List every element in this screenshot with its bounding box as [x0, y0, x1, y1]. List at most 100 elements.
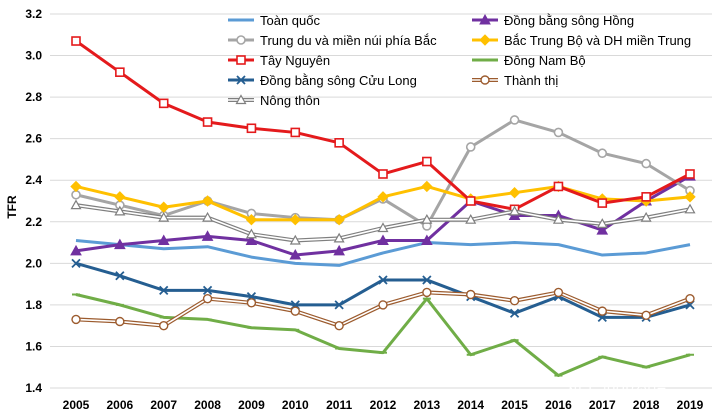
y-tick-label: 1.4	[25, 381, 42, 395]
data-point	[596, 224, 609, 235]
data-point	[71, 36, 81, 46]
data-point	[552, 213, 564, 224]
data-point	[334, 138, 344, 148]
data-point	[597, 306, 607, 316]
x-tick-label: 2018	[633, 398, 660, 412]
data-point	[333, 244, 345, 256]
data-point	[71, 258, 81, 268]
legend-entry: Đồng bằng sông Hồng	[472, 13, 634, 28]
data-point	[245, 234, 258, 245]
data-point	[422, 275, 432, 285]
y-tick-label: 2.2	[25, 215, 42, 229]
data-point	[115, 67, 125, 77]
x-tick-label: 2015	[501, 398, 528, 412]
legend-entry: Trung du và miền núi phía Bắc	[228, 33, 437, 48]
x-tick-label: 2010	[282, 398, 309, 412]
data-point	[289, 213, 301, 226]
x-tick-label: 2012	[370, 398, 397, 412]
y-tick-label: 3.2	[25, 7, 42, 21]
data-point	[641, 158, 651, 169]
grid-lines	[50, 13, 712, 389]
data-point	[508, 186, 521, 199]
y-axis-label: TFR	[5, 195, 19, 219]
legend-label: Đông Nam Bộ	[504, 53, 586, 68]
x-tick-label: 2019	[677, 398, 704, 412]
legend-label: Tây Nguyên	[260, 53, 330, 68]
series-8	[70, 199, 696, 245]
legend-label: Nông thôn	[260, 93, 320, 108]
x-tick-label: 2014	[457, 398, 484, 412]
data-point	[421, 213, 433, 224]
series-7	[71, 287, 695, 331]
data-point	[466, 289, 476, 300]
legend-label: Toàn quốc	[260, 13, 320, 28]
data-point	[479, 13, 491, 25]
data-point	[465, 142, 476, 152]
data-point	[246, 123, 257, 134]
data-point	[70, 180, 82, 193]
data-point	[159, 285, 169, 295]
data-point	[158, 211, 170, 222]
data-point	[422, 156, 432, 167]
data-point	[377, 234, 389, 245]
series-line	[75, 39, 691, 211]
data-point	[202, 293, 213, 304]
data-point	[115, 271, 125, 281]
data-point	[553, 181, 564, 192]
legend-entry: Đồng bằng sông Cửu Long	[228, 73, 417, 88]
data-point	[479, 34, 491, 46]
y-tick-label: 3.0	[25, 49, 42, 63]
data-point	[114, 205, 126, 216]
data-point	[246, 298, 257, 308]
y-tick-label: 2.6	[25, 132, 42, 146]
data-point	[377, 191, 389, 203]
data-point	[245, 213, 258, 226]
data-point	[509, 115, 520, 125]
data-point	[202, 285, 213, 295]
data-point	[422, 287, 432, 298]
data-point	[159, 320, 169, 331]
data-point	[236, 55, 246, 65]
data-point	[553, 127, 564, 138]
data-point	[114, 238, 126, 250]
x-tick-label: 2013	[414, 398, 441, 412]
data-point	[115, 316, 125, 327]
data-point	[245, 228, 257, 239]
data-point	[553, 287, 564, 298]
legend-entry: Thành thị	[472, 73, 558, 88]
series-4	[71, 36, 695, 215]
data-point	[685, 293, 695, 304]
data-point	[202, 117, 213, 127]
data-point	[289, 248, 302, 260]
y-tick-label: 1.6	[25, 339, 42, 353]
data-point	[201, 230, 214, 241]
legend-label: Thành thị	[504, 73, 558, 88]
data-point	[509, 205, 521, 216]
x-tick-label: 2009	[238, 398, 265, 412]
data-point	[378, 300, 388, 310]
data-point	[157, 234, 170, 245]
data-point	[597, 198, 608, 208]
data-point	[158, 201, 170, 213]
data-point	[480, 75, 490, 85]
legend-label: Bắc Trung Bộ và DH miền Trung	[504, 33, 691, 48]
data-point	[684, 191, 696, 203]
x-tick-label: 2017	[589, 398, 616, 412]
x-axis-ticks: 2005 2006 2007 2008 2009 2010 2011 2012 2013 2014…	[63, 398, 704, 412]
x-tick-label: 2005	[63, 398, 90, 412]
data-point	[333, 232, 345, 243]
x-tick-label: 2007	[150, 398, 177, 412]
data-point	[597, 148, 608, 159]
legend: Toàn quốc Đồng bằng sông Hồng Trung du và …	[228, 13, 691, 108]
data-point	[509, 296, 520, 306]
data-point	[596, 218, 608, 228]
data-point	[70, 199, 82, 210]
data-point	[236, 35, 246, 45]
data-point	[509, 308, 520, 318]
data-point	[685, 169, 695, 179]
data-point	[202, 211, 214, 222]
y-tick-label: 1.8	[25, 298, 42, 312]
legend-label: Đồng bằng sông Cửu Long	[260, 73, 417, 88]
data-point	[290, 127, 301, 138]
legend-entry: Nông thôn	[228, 93, 320, 108]
